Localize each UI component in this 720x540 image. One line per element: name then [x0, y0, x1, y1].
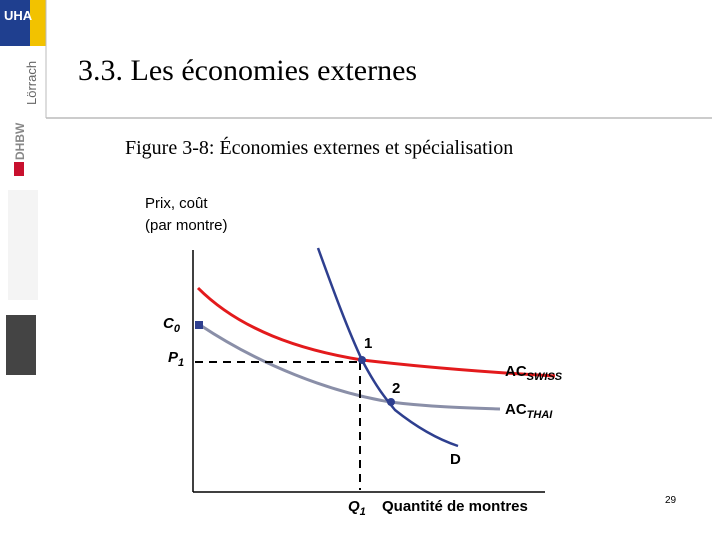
- logo-accent: [30, 0, 46, 46]
- city-text: Lörrach: [24, 61, 39, 105]
- y-axis-label: (par montre): [145, 217, 228, 234]
- page-number: 29: [665, 495, 677, 506]
- point-2-label: 2: [392, 380, 400, 397]
- sidebar: UHA Lörrach DHBW: [0, 0, 47, 375]
- caption-colon: :: [209, 137, 220, 159]
- q1-label: Q1: [348, 498, 366, 518]
- figure-text: Économies externes et spécialisation: [219, 136, 513, 159]
- label-main: AC: [505, 363, 527, 380]
- slide-title: 3.3. Les économies externes: [78, 54, 417, 87]
- label-sub: 0: [174, 323, 181, 335]
- label-sub: SWISS: [527, 371, 563, 383]
- label-sub: 1: [360, 506, 366, 518]
- label-sub: THAI: [527, 409, 554, 421]
- nw-logo: [6, 315, 36, 375]
- demand-label: D: [450, 451, 461, 468]
- demand-curve: [316, 247, 459, 448]
- logo-text: UHA: [4, 8, 33, 23]
- figure-number: Figure 3-8: [125, 137, 209, 159]
- x-axis-label: Quantité de montres: [382, 498, 528, 515]
- label-sub: 1: [178, 357, 184, 369]
- y-axis-label: Prix, coût: [145, 195, 208, 212]
- label-main: P: [168, 349, 179, 366]
- label-main: C: [163, 315, 175, 332]
- ac-swiss-label: ACSWISS: [505, 363, 563, 383]
- school-note: [8, 190, 38, 300]
- ac-thai-curve: [199, 323, 501, 411]
- p1-label: P1: [168, 349, 184, 369]
- label-main: Q: [348, 498, 360, 515]
- point-1: [358, 356, 366, 364]
- point-2: [387, 398, 395, 406]
- ac-thai-label: ACTHAI: [505, 401, 553, 421]
- school-text: DHBW: [13, 122, 27, 160]
- label-main: AC: [505, 401, 527, 418]
- school-logo: [14, 162, 24, 176]
- figure-caption: Figure 3-8: Économies externes et spécia…: [125, 136, 513, 159]
- c0-label: C0: [163, 315, 181, 335]
- c0-point: [195, 321, 203, 329]
- point-1-label: 1: [364, 335, 372, 352]
